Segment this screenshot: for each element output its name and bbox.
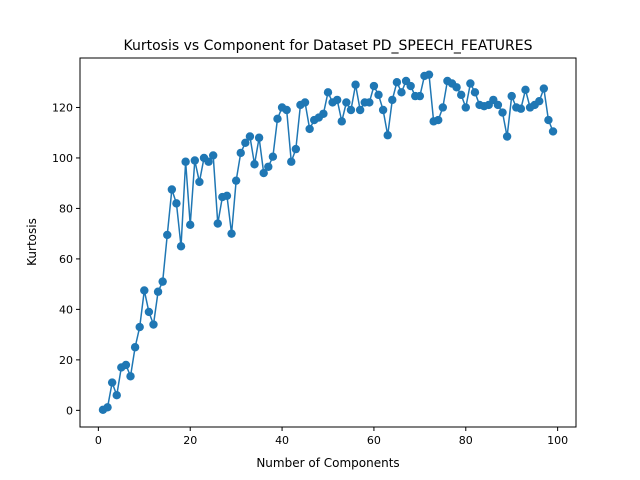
data-point [461, 103, 470, 112]
data-point [415, 91, 425, 101]
data-point [112, 391, 121, 400]
data-point [291, 144, 301, 154]
data-point [319, 109, 328, 118]
x-axis: 0 20 40 60 80 100 [95, 427, 568, 447]
data-point [241, 138, 250, 147]
data-point [470, 88, 480, 97]
data-point [397, 88, 406, 97]
data-point [456, 90, 466, 100]
x-axis-label: Number of Components [256, 456, 399, 470]
data-point [204, 157, 213, 166]
data-point [107, 378, 117, 387]
x-tick-label: 20 [183, 434, 197, 447]
data-point [374, 90, 383, 100]
data-point [264, 162, 273, 171]
data-point [305, 124, 314, 134]
axes-frame [79, 57, 577, 428]
data-point [516, 104, 526, 113]
data-point [434, 115, 443, 125]
y-tick-label: 0 [66, 404, 73, 417]
plot-area [98, 70, 558, 415]
data-point [103, 403, 112, 412]
data-point [346, 105, 356, 115]
data-point [163, 230, 172, 240]
data-point [378, 105, 388, 115]
x-tick-label: 100 [547, 434, 568, 447]
data-point [126, 372, 135, 381]
data-point [250, 160, 259, 169]
x-tick-label: 80 [459, 434, 473, 447]
data-point [365, 98, 374, 107]
data-point [502, 132, 512, 141]
data-point [287, 157, 296, 166]
data-point [186, 220, 195, 230]
y-tick-label: 20 [59, 354, 73, 367]
x-tick-label: 60 [367, 434, 381, 447]
data-point [273, 114, 282, 124]
data-point [172, 199, 181, 208]
y-tick-label: 120 [52, 101, 73, 114]
data-point [392, 78, 402, 87]
data-point [355, 105, 365, 115]
data-point [190, 156, 200, 165]
data-point [158, 277, 167, 286]
data-point [337, 117, 346, 126]
data-point [424, 70, 434, 79]
data-point [406, 81, 415, 91]
data-point [130, 343, 140, 352]
data-point [493, 100, 503, 110]
data-point [222, 191, 232, 201]
y-tick-label: 60 [59, 253, 73, 266]
data-point [498, 108, 507, 117]
data-point [208, 151, 218, 160]
data-point [236, 148, 245, 158]
data-point [332, 95, 342, 105]
data-point [167, 185, 177, 194]
y-axis-label: Kurtosis [25, 218, 39, 266]
data-point [388, 95, 397, 105]
data-point [144, 307, 154, 317]
data-point [521, 85, 530, 95]
data-point [213, 219, 222, 228]
x-tick-label: 40 [275, 434, 289, 447]
chart-title: Kurtosis vs Component for Dataset PD_SPE… [123, 38, 532, 54]
data-point [268, 152, 278, 161]
data-point [507, 91, 516, 101]
data-point [181, 157, 190, 166]
data-point [342, 98, 351, 107]
data-point [153, 287, 163, 296]
data-point [149, 320, 158, 329]
data-point [438, 103, 448, 112]
data-point [259, 168, 268, 178]
data-point [323, 88, 333, 97]
data-point [176, 242, 186, 251]
data-point [383, 131, 392, 140]
y-tick-label: 80 [59, 202, 73, 215]
data-point [544, 115, 553, 125]
data-point [231, 176, 241, 185]
y-axis: 0 20 40 60 80 100 120 [52, 101, 80, 417]
data-point [135, 322, 144, 332]
data-point [300, 98, 310, 107]
data-point [227, 229, 236, 238]
data-point [140, 286, 149, 295]
data-point [539, 84, 549, 93]
data-point [351, 80, 360, 89]
data-point [452, 83, 461, 92]
y-tick-label: 40 [59, 303, 73, 316]
data-point [466, 79, 475, 88]
y-tick-label: 100 [52, 152, 73, 165]
data-point [548, 127, 558, 136]
data-point [121, 360, 131, 370]
data-point [282, 105, 291, 115]
data-point [245, 132, 255, 141]
data-point [254, 133, 264, 142]
data-point [195, 177, 204, 187]
x-tick-label: 0 [95, 434, 102, 447]
data-point [535, 96, 544, 106]
data-point [369, 81, 379, 91]
